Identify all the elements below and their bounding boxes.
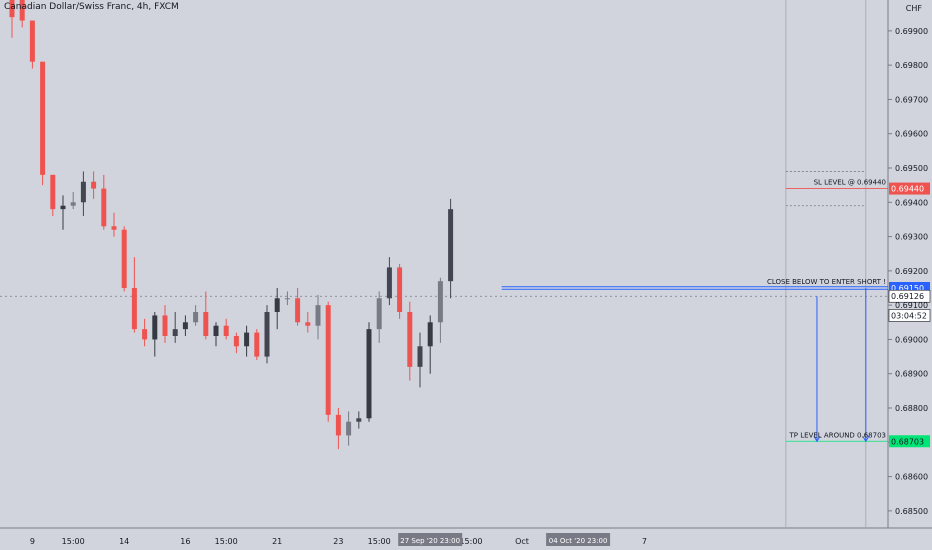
time-badge xyxy=(546,533,611,546)
time-tick-label: 15:00 xyxy=(459,537,482,546)
price-tick-label: 0.69700 xyxy=(895,95,928,104)
candle-body xyxy=(131,288,137,330)
time-tick-label: Oct xyxy=(515,537,529,546)
candle-body xyxy=(437,281,443,323)
candle-body xyxy=(80,181,86,203)
currency-label: CHF xyxy=(905,4,922,13)
time-tick-label: 16 xyxy=(180,537,190,546)
price-badge xyxy=(888,309,931,322)
time-tick-label: 15:00 xyxy=(215,537,238,546)
candle-body xyxy=(91,181,97,189)
candle-body xyxy=(162,315,168,336)
candle-body xyxy=(193,312,199,323)
candle-body xyxy=(101,188,107,227)
price-tick-label: 0.69900 xyxy=(895,27,928,36)
candle-body xyxy=(40,61,46,175)
candle-body xyxy=(172,329,178,336)
candle-body xyxy=(397,267,403,312)
price-tick-label: 0.69800 xyxy=(895,61,928,70)
time-tick-label: 21 xyxy=(272,537,282,546)
candle-body xyxy=(9,0,15,18)
price-badge xyxy=(889,435,930,448)
candle-body xyxy=(386,267,392,299)
candle-body xyxy=(356,418,362,422)
candle-body xyxy=(70,202,76,206)
candle-body xyxy=(274,298,280,312)
candle-body xyxy=(203,312,209,336)
price-tick-label: 0.69100 xyxy=(895,301,928,310)
time-tick-label: 7 xyxy=(642,537,647,546)
candle-body xyxy=(366,329,372,419)
level-annotation: CLOSE BELOW TO ENTER SHORT ! xyxy=(767,278,886,286)
candle-body xyxy=(346,421,352,436)
candle-body xyxy=(182,322,188,330)
price-badge-label: 0.68703 xyxy=(891,437,924,446)
candle-body xyxy=(284,298,290,300)
price-tick-label: 0.68600 xyxy=(895,473,928,482)
candle-body xyxy=(376,298,382,330)
candle-body xyxy=(223,325,229,336)
candle-body xyxy=(111,226,117,230)
candle-body xyxy=(19,0,25,21)
price-tick-label: 0.69500 xyxy=(895,164,928,173)
time-tick-label: 15:00 xyxy=(62,537,85,546)
candle-body xyxy=(29,20,35,62)
candle-body xyxy=(315,305,321,326)
price-tick-label: 0.69400 xyxy=(895,198,928,207)
time-badge-label: 27 Sep '20 23:00 xyxy=(400,537,460,545)
time-tick-label: 14 xyxy=(119,537,129,546)
candle-body xyxy=(295,298,301,323)
price-tick-label: 0.68800 xyxy=(895,404,928,413)
target-arrow-head xyxy=(862,435,870,443)
candle-body xyxy=(407,312,413,367)
candle-body xyxy=(417,346,423,367)
price-badge-label: 0.69440 xyxy=(891,185,924,194)
price-tick-label: 0.69200 xyxy=(895,267,928,276)
candle-body xyxy=(142,329,148,340)
level-annotation: SL LEVEL @ 0.69440 xyxy=(814,179,886,187)
price-badge-label: 03:04:52 xyxy=(891,311,927,320)
candle-body xyxy=(305,322,311,326)
time-badge xyxy=(398,533,463,546)
price-axis xyxy=(888,0,932,550)
candle-body xyxy=(335,414,341,436)
time-badge-label: 04 Oct '20 23:00 xyxy=(549,537,608,545)
time-tick-label: 23 xyxy=(333,537,343,546)
price-badge-label: 0.69150 xyxy=(891,284,924,293)
price-tick-label: 0.68900 xyxy=(895,370,928,379)
time-tick-label: 9 xyxy=(30,537,35,546)
price-tick-label: 0.69600 xyxy=(895,130,928,139)
candle-body xyxy=(254,332,260,357)
level-annotation: TP LEVEL AROUND 0.68703 xyxy=(789,431,886,439)
chart-title: Canadian Dollar/Swiss Franc, 4h, FXCM xyxy=(4,2,179,12)
price-badge xyxy=(888,289,931,303)
candle-body xyxy=(325,305,331,415)
candle-body xyxy=(152,315,158,340)
candle-body xyxy=(448,209,454,282)
price-tick-label: 0.68500 xyxy=(895,507,928,516)
candle-body xyxy=(50,174,56,210)
price-badge-label: 0.69126 xyxy=(891,292,924,301)
candle-body xyxy=(244,332,250,347)
price-tick-label: 0.69300 xyxy=(895,233,928,242)
target-arrow-head xyxy=(813,435,821,443)
time-tick-label: 15:00 xyxy=(368,537,391,546)
candle-body xyxy=(427,322,433,347)
candle-body xyxy=(121,229,127,288)
candle-body xyxy=(60,205,66,210)
price-badge xyxy=(889,182,930,195)
price-tick-label: 0.69000 xyxy=(895,335,928,344)
candle-body xyxy=(264,312,270,357)
candle-body xyxy=(233,336,239,347)
candle-body xyxy=(213,325,219,336)
